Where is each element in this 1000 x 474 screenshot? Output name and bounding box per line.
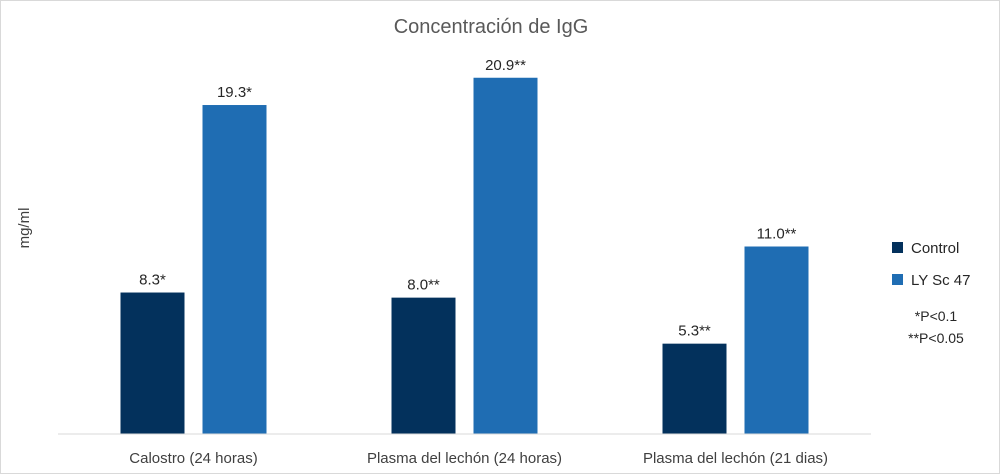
bar-control-0 — [120, 292, 185, 434]
legend-swatch — [892, 242, 903, 253]
bar-control-1 — [391, 297, 456, 434]
data-labels-group: 8.3* 19.3* 8.0** 20.9** 5.3** 11.0** — [139, 57, 796, 340]
significance-note: *P<0.1 — [915, 308, 958, 324]
bar-control-2 — [662, 343, 727, 434]
data-label: 20.9** — [485, 57, 526, 74]
bar-ly-sc-47-2 — [744, 246, 809, 434]
legend-label: LY Sc 47 — [911, 272, 971, 289]
chart-title: Concentración de IgG — [394, 16, 589, 38]
x-tick-label: Plasma del lechón (24 horas) — [367, 450, 562, 467]
legend-swatch — [892, 274, 903, 285]
significance-note: **P<0.05 — [908, 330, 964, 346]
bars-group — [120, 77, 809, 434]
y-axis-label: mg/ml — [16, 208, 33, 249]
x-tick-labels: Calostro (24 horas) Plasma del lechón (24… — [129, 450, 828, 467]
x-tick-label: Plasma del lechón (21 dias) — [643, 450, 828, 467]
legend-label: Control — [911, 240, 959, 257]
x-tick-label: Calostro (24 horas) — [129, 450, 257, 467]
data-label: 5.3** — [678, 323, 711, 340]
bar-ly-sc-47-1 — [473, 77, 538, 434]
bar-ly-sc-47-0 — [202, 105, 267, 434]
data-label: 8.0** — [407, 277, 440, 294]
data-label: 19.3* — [217, 84, 252, 101]
significance-notes: *P<0.1 **P<0.05 — [908, 308, 964, 346]
data-label: 8.3* — [139, 272, 166, 289]
data-label: 11.0** — [757, 226, 797, 243]
legend: Control LY Sc 47 — [892, 240, 971, 289]
